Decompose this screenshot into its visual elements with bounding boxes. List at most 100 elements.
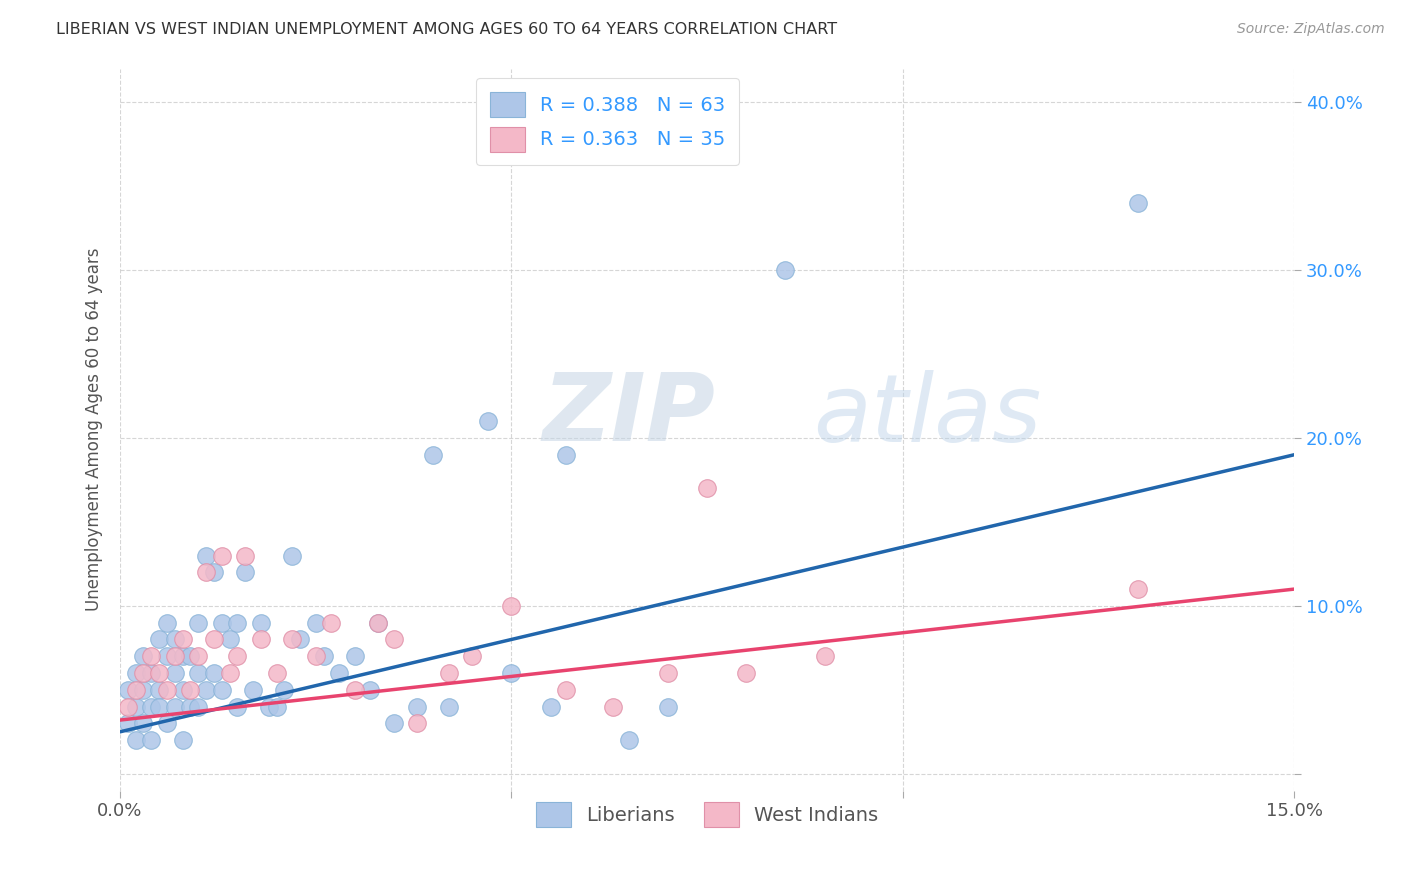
Point — [211, 682, 233, 697]
Point — [461, 649, 484, 664]
Point — [195, 566, 218, 580]
Point — [288, 632, 311, 647]
Point — [226, 699, 249, 714]
Point — [382, 632, 405, 647]
Point — [172, 632, 194, 647]
Point — [735, 666, 758, 681]
Point — [367, 615, 389, 630]
Point — [305, 615, 328, 630]
Point — [124, 666, 146, 681]
Point — [602, 699, 624, 714]
Point — [367, 615, 389, 630]
Point — [422, 448, 444, 462]
Point — [132, 666, 155, 681]
Point — [195, 549, 218, 563]
Point — [617, 733, 640, 747]
Point — [124, 682, 146, 697]
Point — [132, 716, 155, 731]
Point — [226, 649, 249, 664]
Point — [250, 615, 273, 630]
Point — [406, 699, 429, 714]
Point — [813, 649, 835, 664]
Point — [266, 699, 288, 714]
Point — [132, 649, 155, 664]
Point — [141, 649, 163, 664]
Point — [156, 649, 179, 664]
Point — [1126, 195, 1149, 210]
Text: ZIP: ZIP — [543, 369, 716, 461]
Point — [187, 666, 209, 681]
Point — [156, 682, 179, 697]
Point — [187, 699, 209, 714]
Point — [141, 733, 163, 747]
Point — [187, 615, 209, 630]
Point — [179, 699, 201, 714]
Point — [233, 549, 256, 563]
Point — [696, 481, 718, 495]
Point — [657, 666, 679, 681]
Point — [555, 682, 578, 697]
Point — [343, 649, 366, 664]
Point — [124, 699, 146, 714]
Point — [382, 716, 405, 731]
Point — [148, 682, 170, 697]
Point — [156, 615, 179, 630]
Point — [211, 549, 233, 563]
Point — [281, 632, 304, 647]
Point — [202, 632, 225, 647]
Point — [775, 263, 797, 277]
Point — [233, 566, 256, 580]
Point — [211, 615, 233, 630]
Point — [1126, 582, 1149, 596]
Point — [250, 632, 273, 647]
Point — [202, 566, 225, 580]
Point — [124, 733, 146, 747]
Point — [328, 666, 350, 681]
Y-axis label: Unemployment Among Ages 60 to 64 years: Unemployment Among Ages 60 to 64 years — [86, 248, 103, 611]
Point — [477, 414, 499, 428]
Point — [141, 699, 163, 714]
Point — [163, 666, 186, 681]
Point — [195, 682, 218, 697]
Point — [226, 615, 249, 630]
Point — [148, 699, 170, 714]
Point — [218, 632, 240, 647]
Point — [657, 699, 679, 714]
Point — [148, 666, 170, 681]
Point — [501, 599, 523, 613]
Point — [163, 632, 186, 647]
Point — [117, 716, 139, 731]
Point — [163, 649, 186, 664]
Point — [273, 682, 295, 697]
Point — [321, 615, 343, 630]
Point — [501, 666, 523, 681]
Point — [305, 649, 328, 664]
Point — [218, 666, 240, 681]
Point — [266, 666, 288, 681]
Point — [148, 632, 170, 647]
Point — [242, 682, 264, 697]
Point — [540, 699, 562, 714]
Text: Source: ZipAtlas.com: Source: ZipAtlas.com — [1237, 22, 1385, 37]
Point — [437, 699, 460, 714]
Point — [257, 699, 280, 714]
Point — [281, 549, 304, 563]
Point — [406, 716, 429, 731]
Point — [141, 666, 163, 681]
Legend: Liberians, West Indians: Liberians, West Indians — [527, 795, 886, 835]
Point — [179, 649, 201, 664]
Point — [172, 733, 194, 747]
Text: atlas: atlas — [813, 369, 1040, 460]
Point — [555, 448, 578, 462]
Point — [179, 682, 201, 697]
Point — [172, 649, 194, 664]
Point — [117, 699, 139, 714]
Point — [437, 666, 460, 681]
Point — [187, 649, 209, 664]
Point — [202, 666, 225, 681]
Point — [312, 649, 335, 664]
Point — [163, 699, 186, 714]
Point — [172, 682, 194, 697]
Point — [359, 682, 381, 697]
Point — [132, 682, 155, 697]
